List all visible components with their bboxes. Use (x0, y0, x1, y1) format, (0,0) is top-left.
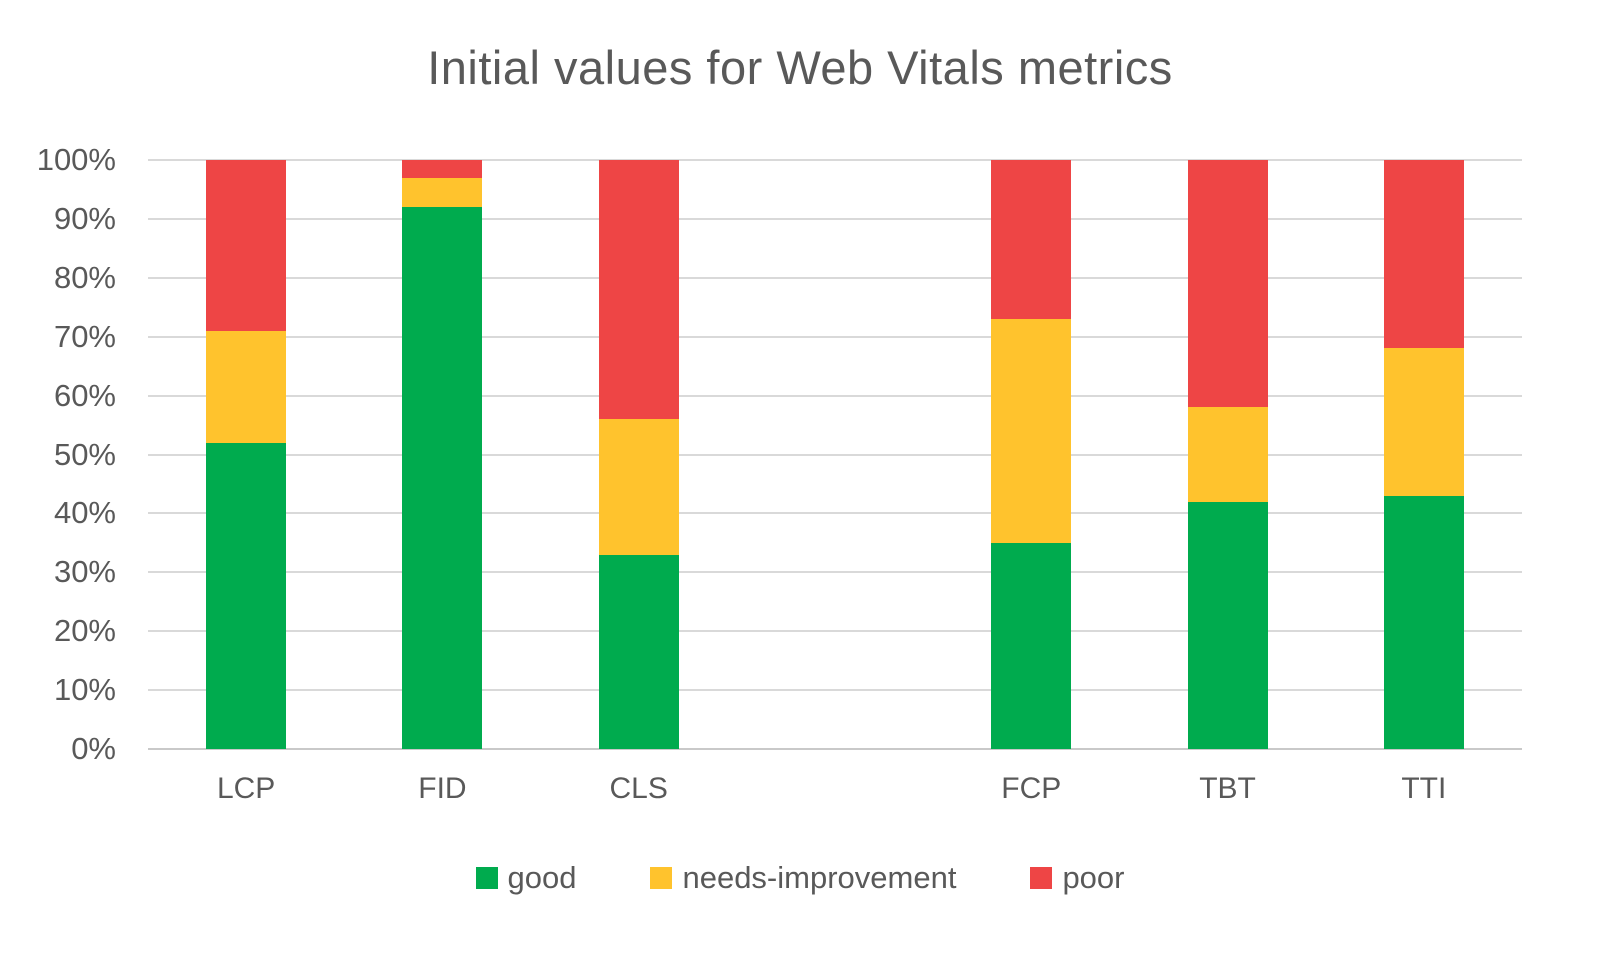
gridline (148, 748, 1522, 750)
legend-label: poor (1062, 860, 1125, 895)
x-axis: LCP FID CLS FCP TBT TTI (148, 772, 1522, 812)
bar-segment-poor (206, 160, 287, 331)
bar-segment-good (206, 442, 287, 749)
bar-segment-poor (1383, 160, 1464, 349)
y-axis-label: 60% (53, 377, 116, 413)
gridline (148, 217, 1522, 220)
bar-fcp (991, 160, 1072, 749)
legend-swatch-icon (475, 867, 498, 889)
bar-segment-good (991, 542, 1072, 749)
bar-segment-needs-improvement (206, 330, 287, 443)
gridline (148, 689, 1522, 692)
x-axis-label-tbt: TBT (1199, 772, 1256, 805)
y-axis-label: 70% (53, 318, 116, 354)
gridline (148, 159, 1522, 161)
y-axis: 100% 90% 80% 70% 60% 50% 40% 30% 20% 10% 0% (0, 142, 116, 766)
chart-title: Initial values for Web Vitals metrics (427, 41, 1173, 94)
y-axis-label: 90% (53, 200, 116, 236)
x-axis-label-tti: TTI (1401, 772, 1447, 805)
legend-label: good (507, 860, 577, 895)
legend-item-poor: poor (1030, 860, 1124, 896)
y-axis-label: 0% (71, 731, 116, 766)
gridline (148, 630, 1522, 633)
bar-segment-needs-improvement (598, 419, 679, 555)
bar-tbt (1187, 160, 1268, 749)
y-axis-label: 100% (36, 142, 116, 177)
bar-segment-poor (598, 160, 679, 420)
bar-fid (402, 160, 483, 749)
y-axis-label: 30% (53, 554, 116, 590)
y-axis-label: 80% (53, 259, 116, 295)
bar-segment-needs-improvement (402, 177, 483, 208)
bar-segment-poor (1187, 160, 1268, 408)
gridline (148, 571, 1522, 574)
legend: good needs-improvement poor (0, 860, 1600, 896)
y-axis-label: 10% (53, 672, 116, 708)
bar-lcp (206, 160, 287, 749)
legend-swatch-icon (1030, 867, 1053, 889)
x-axis-label-lcp: LCP (216, 772, 276, 805)
legend-label: needs-improvement (682, 860, 957, 895)
x-axis-label-fid: FID (418, 772, 467, 805)
legend-item-good: good (475, 860, 577, 896)
gridline (148, 512, 1522, 515)
bar-segment-needs-improvement (1383, 348, 1464, 496)
gridline (148, 394, 1522, 397)
gridline (148, 453, 1522, 456)
gridline (148, 276, 1522, 279)
legend-item-needs-improvement: needs-improvement (650, 860, 956, 896)
x-axis-label-fcp: FCP (1001, 772, 1062, 805)
legend-swatch-icon (650, 867, 673, 889)
y-axis-label: 50% (53, 436, 116, 472)
gridline (148, 335, 1522, 338)
x-axis-label-cls: CLS (609, 772, 668, 805)
y-axis-label: 40% (53, 495, 116, 531)
bar-segment-needs-improvement (1187, 407, 1268, 502)
bar-segment-good (402, 207, 483, 749)
bar-tti (1383, 160, 1464, 749)
bar-segment-good (598, 554, 679, 749)
bar-segment-poor (402, 160, 483, 178)
bar-segment-poor (991, 160, 1072, 320)
plot-area (148, 159, 1522, 750)
bar-segment-good (1383, 495, 1464, 749)
bar-segment-good (1187, 501, 1268, 749)
y-axis-label: 20% (53, 613, 116, 649)
bar-segment-needs-improvement (991, 319, 1072, 543)
bar-cls (598, 160, 679, 749)
